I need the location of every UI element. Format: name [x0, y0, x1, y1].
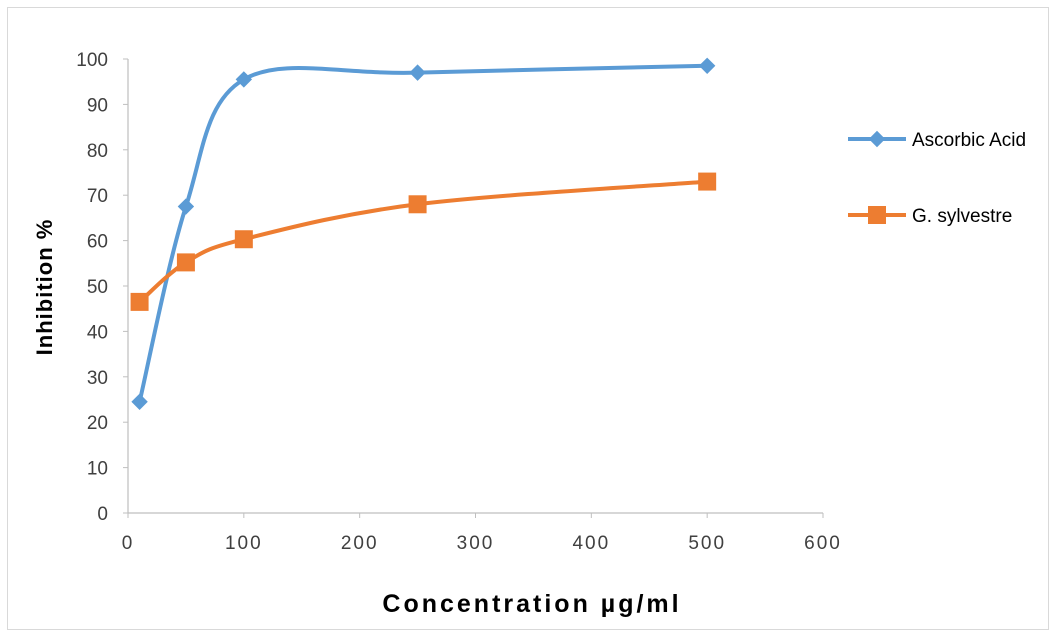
- series-2: [130, 172, 717, 311]
- series-1: [131, 57, 716, 410]
- y-tick-label: 70: [87, 186, 108, 207]
- y-tick-label: 80: [87, 141, 108, 162]
- x-tick-label: 300: [457, 533, 495, 554]
- legend-label: Ascorbic Acid: [912, 130, 1026, 151]
- x-tick-label: 500: [688, 533, 726, 554]
- data-point: [130, 292, 149, 311]
- legend-entry: Ascorbic Acid: [848, 130, 1026, 151]
- data-point: [698, 172, 717, 191]
- y-tick-label: 10: [87, 459, 108, 480]
- y-tick-label: 60: [87, 232, 108, 253]
- y-tick-label: 50: [87, 277, 108, 298]
- y-tick-label: 40: [87, 322, 108, 343]
- legend-entry: G. sylvestre: [848, 206, 1012, 227]
- data-point: [409, 64, 426, 81]
- chart-frame: [7, 7, 1049, 630]
- y-tick-label: 20: [87, 413, 108, 434]
- legend-marker: [868, 206, 886, 224]
- data-point: [235, 71, 253, 88]
- x-tick-label: 0: [122, 533, 135, 554]
- y-axis-title: Inhibition %: [32, 219, 57, 356]
- x-tick-label: 200: [341, 533, 379, 554]
- x-axis-title: Concentration µg/ml: [382, 590, 681, 618]
- y-tick-label: 90: [87, 95, 108, 116]
- legend-label: G. sylvestre: [912, 206, 1012, 227]
- x-tick-label: 600: [804, 533, 842, 554]
- data-point: [234, 230, 253, 249]
- data-point: [177, 198, 195, 215]
- data-point: [408, 195, 427, 214]
- data-point: [176, 253, 195, 272]
- y-tick-label: 100: [76, 50, 108, 71]
- x-tick-label: 100: [225, 533, 263, 554]
- legend: Ascorbic Acid G. sylvestre: [848, 130, 1026, 227]
- data-point: [131, 393, 148, 410]
- y-tick-label: 0: [97, 504, 108, 525]
- series-layer: [130, 57, 717, 410]
- x-tick-label: 400: [572, 533, 610, 554]
- data-point: [698, 57, 716, 75]
- axes: 0 10 20 30 40 50 60 70 80 90 100 0 100 200 300 400 500 60…: [76, 50, 842, 554]
- series-line: [137, 63, 708, 403]
- legend-marker: [868, 130, 886, 148]
- y-tick-label: 30: [87, 368, 108, 389]
